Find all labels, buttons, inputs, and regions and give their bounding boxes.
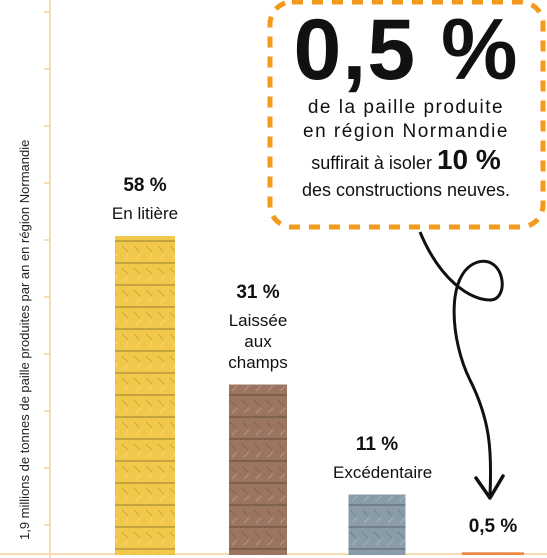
bar-texture (349, 495, 406, 556)
category-label: Excédentaire (333, 462, 421, 483)
callout-headline: 0,5 % (275, 0, 537, 100)
value-label: 58 % (123, 175, 166, 197)
bar-texture (115, 236, 175, 555)
value-label: 0,5 % (469, 516, 518, 538)
category-label: En litière (112, 203, 178, 224)
value-label: 11 % (356, 434, 398, 456)
value-label: 31 % (236, 282, 279, 304)
callout-text: des constructions neuves. (275, 178, 537, 202)
callout-text: de la paille produite (275, 96, 537, 120)
arrow (420, 232, 502, 495)
category-label: Laissée aux champs (214, 310, 302, 373)
bar-texture (229, 385, 287, 556)
y-axis-label: 1,9 millions de tonnes de paille produit… (17, 140, 32, 540)
bar-texture (462, 552, 524, 555)
callout-highlight: 10 % (437, 144, 501, 175)
infographic: 1,9 millions de tonnes de paille produit… (0, 0, 547, 558)
callout-text: en région Normandie (275, 120, 537, 144)
callout-text: suffirait à isoler (311, 153, 432, 173)
callout-text: suffirait à isoler 10 % (275, 148, 537, 175)
